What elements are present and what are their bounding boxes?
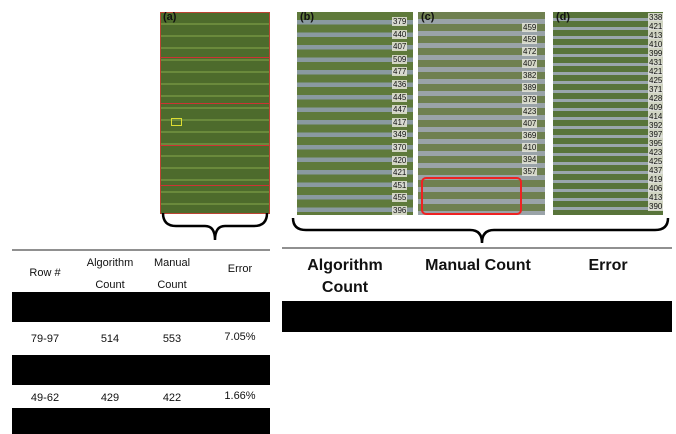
cell: 553 <box>142 333 202 345</box>
header-cell: Algorithm Count <box>80 252 140 296</box>
brace <box>293 218 668 243</box>
cell: 79-97 <box>12 333 78 345</box>
header-cell: Manual Count <box>142 252 202 296</box>
cell: 49-62 <box>12 392 78 404</box>
cell: 422 <box>142 392 202 404</box>
header-cell: Algorithm Count <box>295 255 395 299</box>
cell: 514 <box>80 333 140 345</box>
black-row <box>12 408 270 434</box>
cell: 429 <box>80 392 140 404</box>
header-cell: Manual Count <box>408 255 548 277</box>
cell: 7.05% <box>210 331 270 343</box>
brace <box>163 213 267 240</box>
black-row <box>12 292 270 322</box>
figure-page: (a)(b)3794404075094774364454474173493704… <box>0 0 676 434</box>
black-row <box>282 301 672 332</box>
header-cell: Error <box>558 255 658 277</box>
black-row <box>12 355 270 385</box>
cell: 1.66% <box>210 390 270 402</box>
header-cell: Error <box>210 258 270 280</box>
header-cell: Row # <box>12 262 78 284</box>
